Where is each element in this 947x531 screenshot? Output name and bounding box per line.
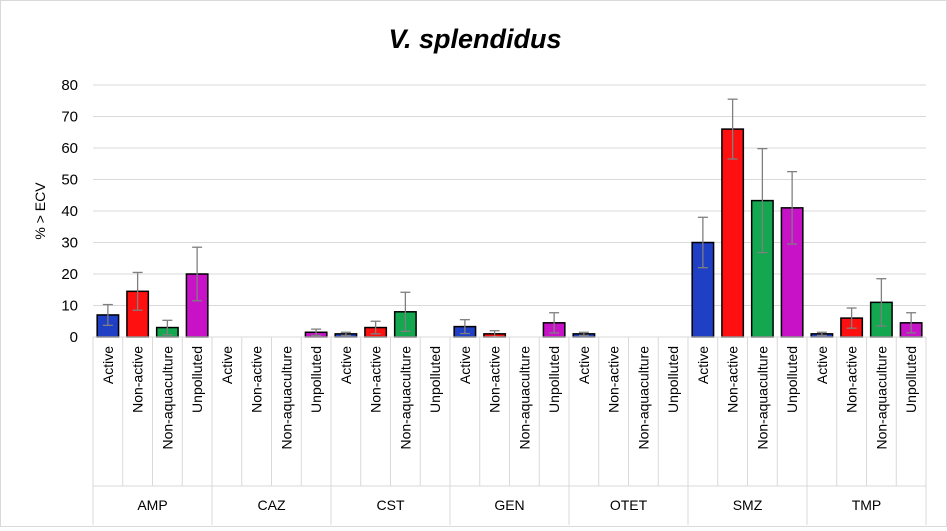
- y-tick-label: 70: [61, 109, 78, 126]
- x-tick-label: Non-active: [368, 346, 384, 413]
- y-tick-label: 80: [61, 77, 78, 94]
- x-tick-label: Active: [338, 346, 354, 384]
- x-tick-label: Non-active: [725, 346, 741, 413]
- x-tick-label: Active: [457, 346, 473, 384]
- x-tick-label: Unpolluted: [546, 346, 562, 413]
- x-tick-label: Non-active: [130, 346, 146, 413]
- x-tick-label: Unpolluted: [189, 346, 205, 413]
- group-label: CST: [377, 497, 405, 513]
- x-tick-label: Non-active: [249, 346, 265, 413]
- axis: [92, 336, 927, 525]
- x-tick-label: Non-aquaculture: [754, 346, 770, 450]
- x-tick-label: Unpolluted: [903, 346, 919, 413]
- chart-title: V. splendidus: [388, 24, 561, 54]
- x-tick-label: Active: [576, 346, 592, 384]
- y-tick-label: 40: [61, 203, 78, 220]
- axis-labels: 0 10 20 30 40 50 60 70 80 Active Non-active Non-aqu…: [61, 77, 919, 513]
- x-tick-label: Active: [219, 346, 235, 384]
- y-tick-label: 30: [61, 235, 78, 252]
- gridlines: [93, 84, 926, 306]
- x-tick-label: Unpolluted: [665, 346, 681, 413]
- x-tick-label: Active: [695, 346, 711, 384]
- group-label: SMZ: [733, 497, 763, 513]
- x-tick-label: Unpolluted: [308, 346, 324, 413]
- x-tick-label: Active: [100, 346, 116, 384]
- y-tick-label: 60: [61, 140, 78, 157]
- x-tick-label: Non-active: [606, 346, 622, 413]
- y-axis-label: % > ECV: [32, 182, 48, 240]
- y-tick-label: 50: [61, 172, 78, 189]
- x-tick-label: Non-active: [487, 346, 503, 413]
- x-tick-label: Unpolluted: [427, 346, 443, 413]
- x-tick-label: Non-aquaculture: [397, 346, 413, 450]
- y-tick-label: 10: [61, 298, 78, 315]
- y-tick-label: 0: [70, 329, 78, 346]
- group-label: OTET: [610, 497, 648, 513]
- x-tick-label: Non-active: [844, 346, 860, 413]
- group-label: GEN: [494, 497, 524, 513]
- error-bars: [102, 98, 917, 338]
- x-tick-label: Non-aquaculture: [278, 346, 294, 450]
- y-tick-label: 20: [61, 266, 78, 283]
- group-label: CAZ: [258, 497, 286, 513]
- x-tick-label: Unpolluted: [784, 346, 800, 413]
- x-tick-label: Active: [814, 346, 830, 384]
- group-label: AMP: [137, 497, 167, 513]
- bars: [96, 128, 923, 338]
- x-tick-label: Non-aquaculture: [635, 346, 651, 450]
- group-label: TMP: [852, 497, 882, 513]
- bar-smz-non-active: [721, 128, 745, 338]
- x-tick-label: Non-aquaculture: [516, 346, 532, 450]
- x-tick-label: Non-aquaculture: [873, 346, 889, 450]
- x-tick-label: Non-aquaculture: [159, 346, 175, 450]
